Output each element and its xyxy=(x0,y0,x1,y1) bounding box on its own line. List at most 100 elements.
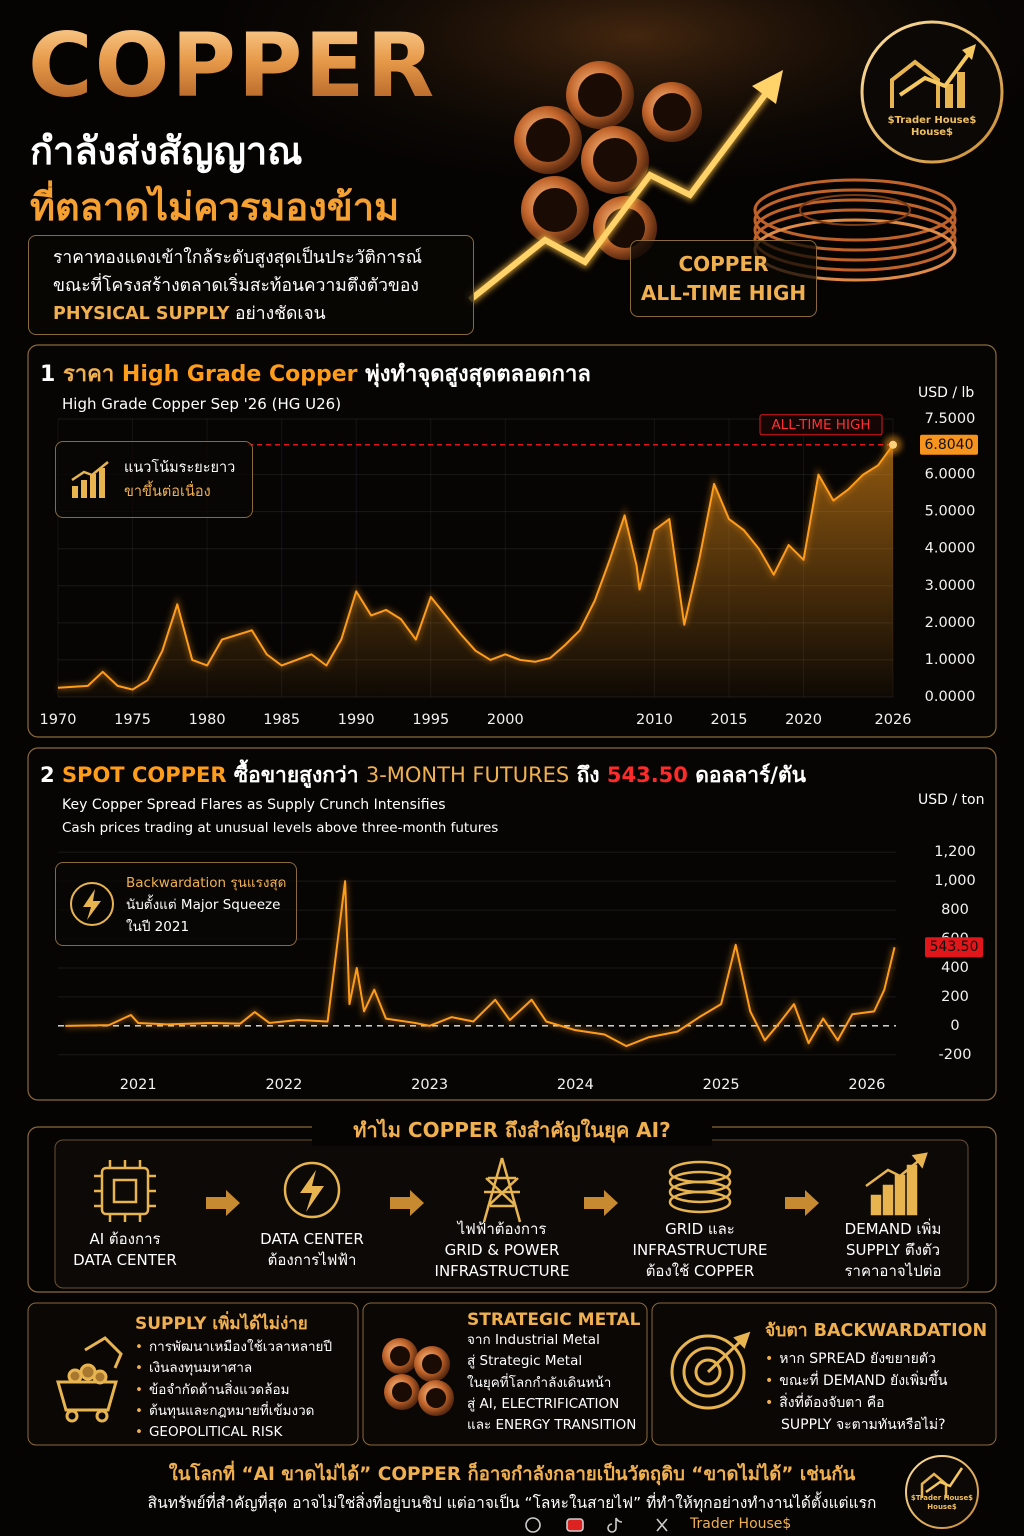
flow-step: DATA CENTER ต้องการไฟฟ้า xyxy=(212,1218,412,1282)
y-tick-label: 7.5000 xyxy=(925,411,976,427)
x-tick-label: 2022 xyxy=(265,1077,302,1093)
chart-title: 2 SPOT COPPER ซื้อขายสูงกว่า 3-MONTH FUT… xyxy=(40,759,806,792)
y-tick-label: 6.0000 xyxy=(925,467,976,483)
chart-note: Cash prices trading at unusual levels ab… xyxy=(62,820,499,836)
card-title: จับตา BACKWARDATION xyxy=(765,1321,988,1341)
y-axis-label: USD / lb xyxy=(918,385,975,401)
highlight: PHYSICAL SUPPLY xyxy=(53,304,230,324)
step-line: GRID และ xyxy=(665,1219,735,1238)
callout-line: นับตั้งแต่ Major Squeeze xyxy=(126,897,281,913)
card-item: การพัฒนาเหมืองใช้เวลาหลายปี xyxy=(135,1337,332,1358)
annotation-box xyxy=(759,414,883,436)
logo-line: House$ xyxy=(927,1503,957,1511)
trend-arrow xyxy=(466,70,783,304)
x-tick-label: 2025 xyxy=(703,1077,740,1093)
title-part: SPOT COPPER xyxy=(61,763,227,787)
title-part: 3-MONTH FUTURES xyxy=(365,763,570,787)
intro-line: ขณะที่โครงสร้างตลาดเริ่มสะท้อนความตึงตัว… xyxy=(53,276,419,296)
x-tick-label: 2015 xyxy=(711,712,748,728)
end-marker xyxy=(889,440,897,449)
card-content: STRATEGIC METAL จาก Industrial Metal สู่… xyxy=(467,1310,640,1436)
step-line: INFRASTRUCTURE xyxy=(434,1261,570,1280)
y-tick-label: 1,200 xyxy=(934,844,976,860)
logo-text: $Trader House$ House$ xyxy=(882,115,982,139)
value-label-box xyxy=(925,937,983,958)
step-line: ต้องการไฟฟ้า xyxy=(267,1251,357,1269)
callout-line: แนวโน้มระยะยาว xyxy=(124,460,236,476)
value-label: 543.50 xyxy=(930,939,979,955)
subtitle: ที่ตลาดไม่ควรมองข้าม xyxy=(30,185,400,229)
x-tick-label: 1970 xyxy=(40,712,77,728)
step-icons xyxy=(94,1152,928,1223)
y-tick-label: 1,000 xyxy=(934,873,976,889)
badge: COPPER ALL-TIME HIGH xyxy=(630,240,817,317)
card-item: GEOPOLITICAL RISK xyxy=(135,1422,332,1443)
y-tick-label: -200 xyxy=(939,1047,972,1063)
y-tick-label: 4.0000 xyxy=(925,541,976,557)
annotation: ALL-TIME HIGH xyxy=(771,417,870,433)
badge-line: ALL-TIME HIGH xyxy=(640,280,807,305)
step-line: ไฟฟ้าต้องการ xyxy=(457,1219,547,1238)
step-arrows xyxy=(206,1190,819,1216)
area xyxy=(58,444,893,697)
logo-text: $Trader House$ House$ xyxy=(892,1494,992,1512)
logo xyxy=(860,20,1004,164)
callout: แนวโน้มระยะยาว ขาขึ้นต่อเนื่อง xyxy=(55,441,253,518)
flow-step: ไฟฟ้าต้องการ GRID & POWER INFRASTRUCTURE xyxy=(402,1218,602,1282)
x-tick-label: 2021 xyxy=(120,1077,157,1093)
card-item: ขณะที่ DEMAND ยังเพิ่มขึ้น xyxy=(765,1370,987,1392)
subtitle: กำลังส่งสัญญาณ xyxy=(30,129,303,173)
x-tick-label: 2026 xyxy=(875,712,912,728)
card-item: ข้อจำกัดด้านสิ่งแวดล้อม xyxy=(135,1380,332,1401)
card-line: สู่ AI, ELECTRIFICATION xyxy=(467,1395,620,1412)
card-item: สิ่งที่ต้องจับตา คือ xyxy=(765,1392,987,1414)
step-line: AI ต้องการ xyxy=(89,1230,161,1248)
x-tick-label: 1995 xyxy=(412,712,449,728)
card-line: จาก Industrial Metal xyxy=(467,1332,600,1348)
chart: 0.0000 1.0000 2.0000 3.0000 4.0000 5.0000 6.00… xyxy=(40,411,978,728)
card-item: ต้นทุนและกฎหมายที่เข้มงวด xyxy=(135,1401,332,1422)
card-title: SUPPLY เพิ่มได้ไม่ง่าย xyxy=(135,1314,308,1334)
title-part: ดอลลาร์/ตัน xyxy=(695,763,806,787)
x-tick-label: 2000 xyxy=(487,712,524,728)
main-title: COPPER xyxy=(28,14,437,117)
title-part: 543.50 xyxy=(606,763,688,787)
card-content: จับตา BACKWARDATION หาก SPREAD ยังขยายตั… xyxy=(765,1316,987,1436)
title-part: High Grade Copper xyxy=(121,362,358,387)
line xyxy=(57,444,894,691)
title-part: ราคา xyxy=(62,362,115,387)
logo-line: $Trader House$ xyxy=(887,115,977,126)
intro-end: อย่างชัดเจน xyxy=(235,304,326,324)
step-line: GRID & POWER xyxy=(444,1240,560,1259)
value-label-box xyxy=(920,434,978,455)
callout-line: ขาขึ้นต่อเนื่อง xyxy=(124,484,211,500)
x-tick-label: 1985 xyxy=(263,712,300,728)
callout-icon xyxy=(71,461,109,498)
pipes-art xyxy=(514,61,702,260)
chart-subtitle: High Grade Copper Sep '26 (HG U26) xyxy=(62,395,342,413)
callout-icon xyxy=(70,882,114,926)
title-part: ถึง xyxy=(576,763,600,787)
y-tick-label: 5.0000 xyxy=(925,504,976,520)
card-text: จาก Industrial Metal สู่ Strategic Metal… xyxy=(467,1330,640,1436)
step-line: ต้องใช้ COPPER xyxy=(645,1261,755,1280)
callout: Backwardation รุนแรงสุด นับตั้งแต่ Major… xyxy=(55,862,297,946)
intro-text: ราคาทองแดงเข้าใกล้ระดับสูงสุดเป็นประวัติ… xyxy=(53,244,422,328)
intro-box: ราคาทองแดงเข้าใกล้ระดับสูงสุดเป็นประวัติ… xyxy=(28,235,474,335)
card-item: หาก SPREAD ยังขยายตัว xyxy=(765,1348,987,1370)
x-tick-label: 2023 xyxy=(411,1077,448,1093)
footer-tagline: สินทรัพย์ที่สำคัญที่สุด อาจไม่ใช่สิ่งที่… xyxy=(147,1494,877,1512)
pipes-icon xyxy=(382,1338,454,1416)
callout-text: แนวโน้มระยะยาว ขาขึ้นต่อเนื่อง xyxy=(124,456,235,504)
x-tick-label: 2020 xyxy=(785,712,822,728)
logo-small xyxy=(905,1455,979,1529)
title-part: ซื้อขายสูงกว่า xyxy=(233,763,359,787)
callout-line: Backwardation รุนแรงสุด xyxy=(126,875,287,891)
mining-icon xyxy=(56,1336,123,1423)
value-label: 6.8040 xyxy=(925,437,974,453)
badge-line: COPPER xyxy=(678,251,769,276)
logo-line: House$ xyxy=(910,127,954,138)
card-item-cont: SUPPLY จะตามทันหรือไม่? xyxy=(781,1417,946,1433)
logo-line: $Trader House$ xyxy=(910,1494,974,1502)
